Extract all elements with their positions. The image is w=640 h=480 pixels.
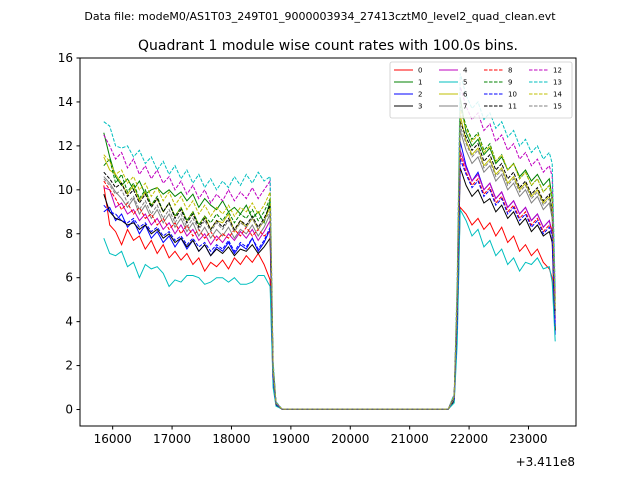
legend-label-7: 7 (463, 103, 467, 111)
legend-box (389, 61, 573, 119)
x-tick-label-18000: 18000 (212, 432, 250, 446)
legend-label-5: 5 (463, 79, 467, 87)
x-tick-label-17000: 17000 (153, 432, 191, 446)
legend-label-0: 0 (418, 67, 422, 75)
axes-frame (79, 57, 577, 427)
x-tick-label-19000: 19000 (272, 432, 310, 446)
x-tick-label-21000: 21000 (391, 432, 429, 446)
legend-label-4: 4 (463, 67, 468, 75)
chart-title: Quadrant 1 module wise count rates with … (138, 38, 518, 54)
y-tick-label-2: 2 (65, 359, 73, 373)
legend-label-10: 10 (508, 91, 517, 99)
x-tick-label-20000: 20000 (331, 432, 369, 446)
y-tick-label-0: 0 (65, 403, 73, 417)
legend-label-2: 2 (418, 91, 422, 99)
series-line-15 (103, 125, 556, 410)
y-tick-label-10: 10 (58, 183, 73, 197)
legend-label-15: 15 (553, 103, 562, 111)
legend-label-3: 3 (418, 103, 422, 111)
series-line-13 (103, 73, 556, 410)
x-offset-label: +3.411e8 (516, 455, 575, 469)
x-tick-label-22000: 22000 (450, 432, 488, 446)
x-tick-label-23000: 23000 (509, 432, 547, 446)
legend-label-12: 12 (553, 67, 562, 75)
legend-label-11: 11 (508, 103, 517, 111)
x-tick-label-16000: 16000 (94, 432, 132, 446)
y-tick-label-16: 16 (58, 51, 73, 65)
y-tick-label-8: 8 (65, 227, 73, 241)
legend-label-8: 8 (508, 67, 512, 75)
series-line-14 (103, 110, 556, 410)
series-line-12 (103, 86, 556, 410)
data-file-header: Data file: modeM0/AS1T03_249T01_90000039… (84, 10, 556, 23)
y-tick-label-14: 14 (58, 95, 73, 109)
y-tick-label-6: 6 (65, 271, 73, 285)
legend-label-1: 1 (418, 79, 422, 87)
legend-label-6: 6 (463, 91, 468, 99)
plot-area: 16000 17000 18000 19000 20000 21000 22000 23000… (58, 51, 577, 446)
series-line-8 (103, 154, 556, 410)
legend-label-13: 13 (553, 79, 562, 87)
y-tick-label-4: 4 (65, 315, 73, 329)
legend-label-14: 14 (553, 91, 562, 99)
legend-label-9: 9 (508, 79, 512, 87)
y-tick-label-12: 12 (58, 139, 73, 153)
